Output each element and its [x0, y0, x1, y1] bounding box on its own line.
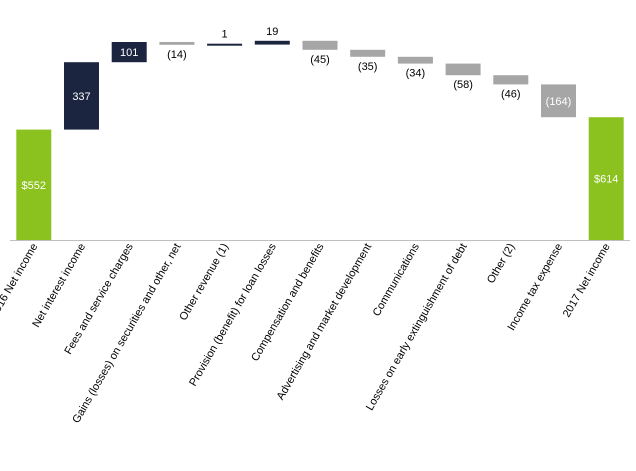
- bar-9: [445, 63, 481, 76]
- category-label-3: Gains (losses) on securities and other, …: [70, 242, 183, 426]
- value-label-9: (58): [453, 79, 473, 91]
- category-label-10: Other (2): [485, 242, 517, 286]
- category-label-12: 2017 Net income: [561, 242, 613, 320]
- value-label-1: 337: [72, 91, 90, 103]
- bar-11: [541, 84, 576, 118]
- value-label-4: 1: [222, 29, 228, 41]
- value-label-5: 19: [266, 26, 278, 38]
- bar-7: [350, 49, 386, 57]
- value-label-2: 101: [120, 47, 138, 59]
- bar-12: [588, 117, 624, 240]
- value-label-12: $614: [594, 174, 618, 186]
- bar-10: [493, 75, 529, 85]
- bar-1: [64, 62, 99, 130]
- bar-8: [397, 56, 433, 64]
- category-label-1: Net interest income: [30, 242, 88, 330]
- category-label-5: Provision (benefit) for loan losses: [187, 241, 279, 388]
- value-label-3: (14): [167, 49, 187, 61]
- bar-3: [159, 42, 195, 45]
- bars-layer: [16, 40, 624, 240]
- category-label-11: Income tax expense: [505, 242, 565, 333]
- category-label-0: 2016 Net income: [0, 242, 40, 320]
- bar-0: [16, 129, 52, 240]
- value-label-8: (34): [406, 68, 426, 80]
- bar-6: [302, 40, 338, 50]
- bar-5: [254, 40, 290, 45]
- value-label-11: (164): [546, 96, 572, 108]
- bar-2: [111, 42, 147, 63]
- value-label-6: (45): [310, 54, 330, 66]
- value-label-10: (46): [501, 88, 521, 100]
- value-label-0: $552: [22, 180, 46, 192]
- category-label-4: Other revenue (1): [177, 242, 231, 323]
- category-label-8: Communications: [371, 241, 423, 318]
- value-labels-layer: $552 337 101 (14) 1 19 (45) (35) (34) (58) (46) (16…: [22, 26, 619, 192]
- bar-4: [207, 43, 243, 46]
- category-label-7: Advertising and market development: [275, 242, 375, 403]
- category-label-9: Losses on early extinguishment of debt: [364, 242, 470, 413]
- value-label-7: (35): [358, 61, 378, 73]
